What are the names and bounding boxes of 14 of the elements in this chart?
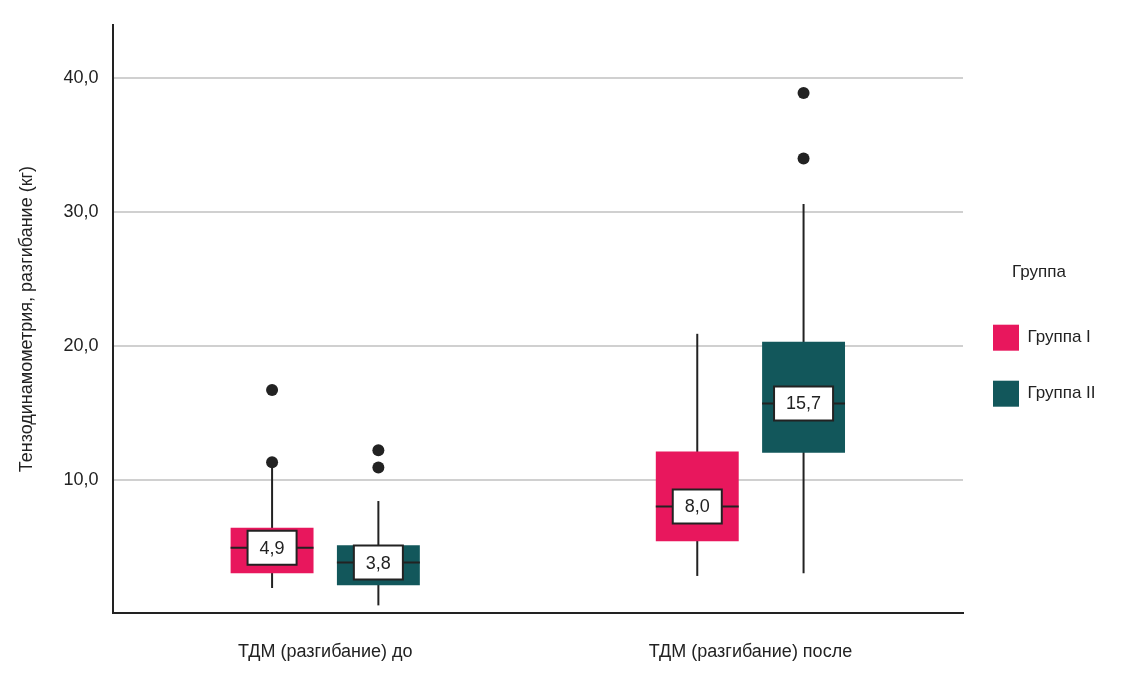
y-tick-label: 10,0	[63, 468, 99, 489]
legend-label: Группа I	[1027, 327, 1101, 347]
y-axis-title: Тензодинамометрия, разгибание (кг)	[15, 165, 36, 473]
text: 3,8	[365, 552, 391, 573]
text: 15,7	[786, 393, 822, 414]
y-tick-label: 30,0	[63, 201, 99, 222]
y-tick-label: 40,0	[63, 67, 99, 88]
legend-title: Группа	[1012, 262, 1067, 282]
text: 8,0	[684, 496, 710, 517]
y-tick-label: 20,0	[63, 334, 99, 355]
x-tick-label: ТДМ (разгибание) до	[237, 641, 413, 662]
x-tick-label: ТДМ (разгибание) после	[648, 641, 853, 662]
text: 4,9	[259, 537, 285, 558]
legend-label: Группа II	[1027, 383, 1105, 403]
